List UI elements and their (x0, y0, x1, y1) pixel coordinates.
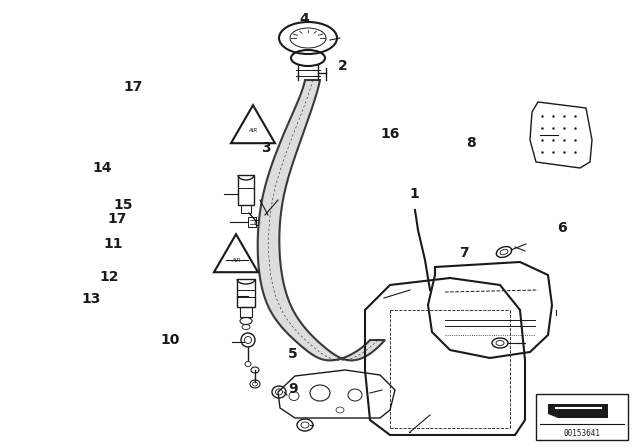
Text: 7: 7 (460, 246, 469, 260)
Bar (248, 217, 256, 227)
Text: 6: 6 (557, 220, 566, 235)
Text: 4: 4 (300, 12, 309, 26)
Text: 10: 10 (160, 332, 179, 347)
Text: AIR: AIR (232, 258, 241, 263)
Bar (536, 394, 628, 440)
Text: 12: 12 (99, 270, 118, 284)
Text: 14: 14 (92, 161, 111, 175)
Text: 15: 15 (114, 198, 133, 212)
Polygon shape (258, 80, 385, 360)
Text: 1: 1 (410, 186, 419, 201)
Bar (241, 205, 251, 213)
Text: 2: 2 (338, 59, 348, 73)
Text: 8: 8 (466, 136, 476, 151)
Text: 00153641: 00153641 (563, 428, 600, 438)
Text: 13: 13 (82, 292, 101, 306)
Text: 5: 5 (288, 347, 298, 361)
Bar (237, 279, 255, 307)
Bar (240, 307, 252, 317)
Text: 3: 3 (261, 141, 271, 155)
Text: AIR: AIR (248, 129, 258, 134)
Bar (238, 175, 254, 205)
Polygon shape (548, 404, 608, 418)
Text: 11: 11 (104, 237, 123, 251)
Text: 16: 16 (381, 127, 400, 142)
Text: 9: 9 (288, 382, 298, 396)
Text: 17: 17 (124, 80, 143, 95)
Text: 17: 17 (108, 211, 127, 226)
